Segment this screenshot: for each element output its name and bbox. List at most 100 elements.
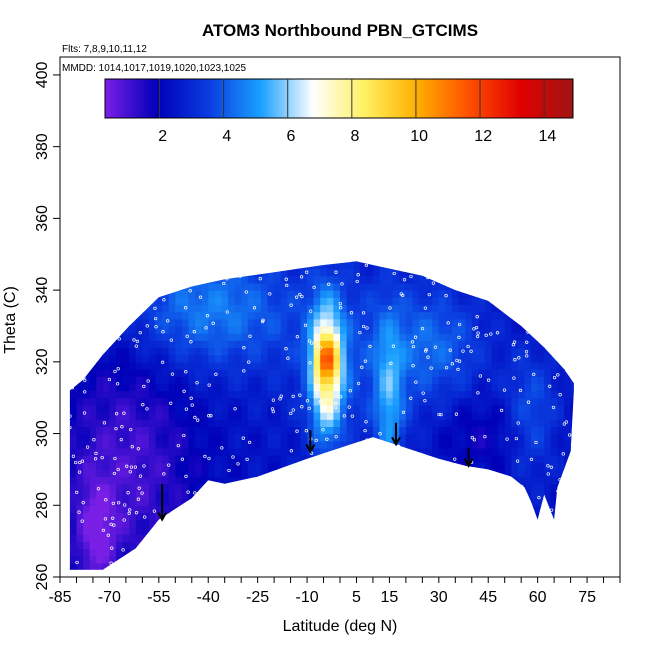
heatmap-cell (359, 447, 367, 456)
heatmap-cell (405, 476, 414, 485)
heatmap-cell (405, 412, 414, 420)
heatmap-cell (366, 304, 374, 313)
heatmap-cell (426, 570, 433, 578)
heatmap-cell (359, 519, 367, 528)
heatmap-cell (135, 347, 143, 356)
sample-point (301, 518, 305, 523)
heatmap-cell (425, 376, 433, 384)
heatmap-cell (432, 469, 440, 478)
heatmap-cell (405, 455, 414, 463)
heatmap-cell (353, 440, 361, 449)
heatmap-cell (300, 333, 308, 341)
heatmap-cell (96, 426, 104, 435)
heatmap-cell (399, 548, 407, 557)
heatmap-cell (452, 555, 460, 564)
heatmap-cell (188, 383, 196, 392)
sample-point (424, 349, 428, 353)
sample-point (476, 331, 480, 335)
heatmap-cell (498, 541, 506, 549)
sample-point (319, 493, 323, 498)
heatmap-cell (419, 426, 427, 435)
heatmap-cell (148, 476, 157, 485)
heatmap-cell (412, 354, 420, 363)
heatmap-cell (564, 290, 572, 298)
heatmap-cell (155, 340, 163, 349)
heatmap-cell (557, 483, 565, 492)
sample-point (123, 503, 127, 507)
colorbar-swatch (237, 79, 241, 118)
heatmap-cell (557, 462, 565, 470)
heatmap-cell (155, 369, 163, 377)
heatmap-cell (386, 455, 394, 463)
heatmap-cell (504, 383, 512, 392)
heatmap-cell (432, 548, 440, 557)
heatmap-cell (83, 462, 91, 470)
heatmap-cell (280, 426, 288, 435)
sample-point (343, 463, 348, 468)
heatmap-cell (438, 397, 446, 406)
heatmap-cell (405, 304, 414, 313)
heatmap-cell (438, 412, 446, 420)
heatmap-cell (386, 555, 394, 564)
heatmap-cell (458, 361, 466, 370)
heatmap-cell (162, 498, 170, 506)
heatmap-cell (405, 483, 414, 492)
heatmap-cell (544, 261, 552, 262)
sample-point (198, 295, 203, 299)
heatmap-cell (83, 376, 91, 384)
heatmap-cell (221, 347, 229, 356)
heatmap-cell (201, 354, 209, 363)
heatmap-cell (307, 311, 315, 320)
heatmap-cell (214, 562, 222, 570)
heatmap-cell (155, 483, 163, 492)
sample-point (299, 262, 303, 267)
heatmap-cell (129, 483, 137, 492)
heatmap-cell (340, 304, 348, 313)
sample-point (169, 401, 173, 405)
heatmap-cell (313, 326, 321, 334)
heatmap-cell (465, 390, 473, 399)
heatmap-cell (320, 419, 328, 427)
heatmap-cell (405, 469, 414, 478)
heatmap-cell (498, 419, 506, 427)
heatmap-cell (254, 404, 262, 413)
heatmap-cell (399, 562, 407, 570)
heatmap-cell (162, 541, 170, 549)
heatmap-cell (267, 419, 275, 427)
heatmap-cell (517, 290, 526, 298)
sample-point (291, 512, 295, 516)
heatmap-cell (452, 340, 460, 349)
heatmap-cell (96, 412, 104, 420)
heatmap-cell (300, 412, 308, 420)
heatmap-cell (524, 354, 532, 363)
heatmap-cell (300, 498, 308, 506)
heatmap-cell (412, 369, 420, 377)
sample-point (142, 384, 146, 389)
heatmap-cell (300, 326, 308, 334)
colorbar-swatch (253, 79, 257, 118)
heatmap-cell (69, 340, 78, 349)
heatmap-cell (399, 469, 407, 478)
heatmap-cell (379, 290, 387, 298)
sample-point (162, 472, 166, 476)
heatmap-cell (353, 426, 361, 435)
sample-point (355, 279, 359, 284)
heatmap-cell (340, 290, 348, 298)
heatmap-cell (399, 354, 407, 363)
heatmap-cell (129, 512, 137, 521)
heatmap-cell (76, 419, 84, 427)
heatmap-cell (504, 282, 512, 291)
heatmap-cell (300, 519, 308, 528)
heatmap-cell (478, 369, 486, 377)
heatmap-cell (326, 261, 334, 262)
heatmap-cell (109, 268, 117, 277)
heatmap-cell (340, 412, 348, 420)
heatmap-cell (419, 412, 427, 420)
heatmap-cell (135, 512, 143, 521)
heatmap-cell (353, 534, 361, 542)
heatmap-cell (241, 404, 249, 413)
heatmap-cell (287, 455, 295, 463)
heatmap-cell (135, 318, 143, 327)
colorbar-swatch (398, 79, 402, 118)
heatmap-cell (214, 548, 222, 557)
